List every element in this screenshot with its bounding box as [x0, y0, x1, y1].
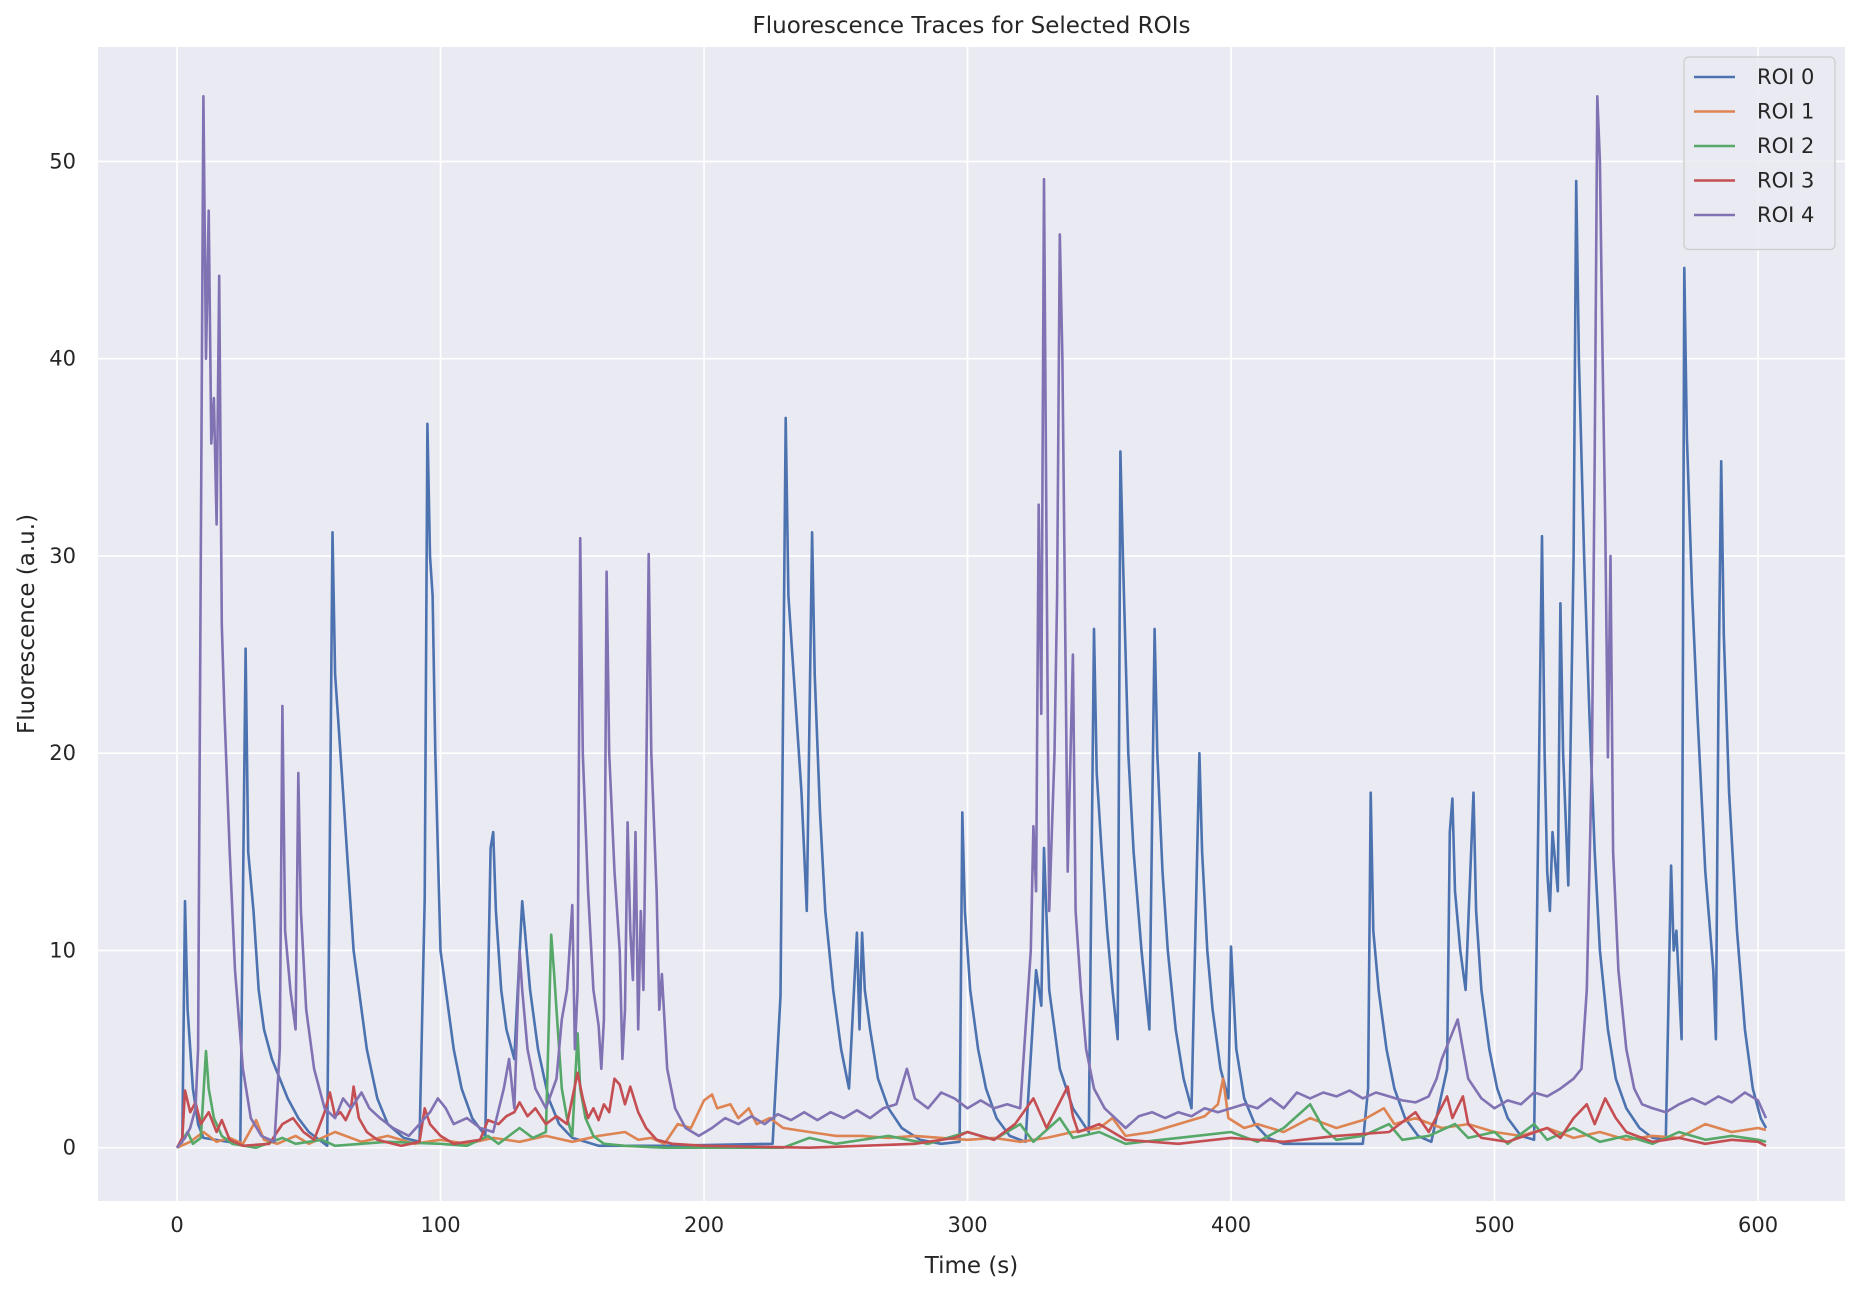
x-tick-label: 200 — [684, 1213, 724, 1237]
x-tick-label: 0 — [170, 1213, 183, 1237]
chart-title: Fluorescence Traces for Selected ROIs — [753, 13, 1191, 39]
x-tick-label: 300 — [948, 1213, 988, 1237]
y-tick-label: 40 — [49, 347, 76, 371]
series-line-roi-3 — [175, 1071, 1767, 1149]
x-tick-label: 500 — [1474, 1213, 1514, 1237]
legend-label: ROI 0 — [1757, 65, 1814, 89]
y-tick-labels: 0 10 20 30 40 50 — [49, 149, 76, 1159]
x-tick-label: 400 — [1211, 1213, 1251, 1237]
y-tick-label: 50 — [49, 149, 76, 173]
y-tick-label: 0 — [63, 1136, 76, 1160]
y-tick-label: 30 — [49, 544, 76, 568]
series-group — [175, 95, 1768, 1149]
legend-frame — [1683, 56, 1836, 251]
y-tick-label: 10 — [49, 938, 76, 962]
series-line-roi-2 — [175, 933, 1767, 1149]
series-line-roi-4 — [175, 95, 1768, 1149]
legend-label: ROI 4 — [1757, 203, 1814, 227]
grid — [98, 47, 1845, 1201]
x-axis-label: Time (s) — [924, 1253, 1019, 1279]
legend-label: ROI 2 — [1757, 134, 1814, 158]
legend-label: ROI 3 — [1757, 169, 1814, 193]
x-tick-labels: 0 100 200 300 400 500 600 — [170, 1213, 1778, 1237]
y-axis-label: Fluorescence (a.u.) — [14, 514, 40, 734]
legend: ROI 0 ROI 1 ROI 2 ROI 3 ROI 4 — [1683, 56, 1836, 251]
y-tick-label: 20 — [49, 741, 76, 765]
x-tick-label: 100 — [421, 1213, 461, 1237]
series-line-roi-0 — [176, 179, 1768, 1149]
legend-label: ROI 1 — [1757, 100, 1814, 124]
x-tick-label: 600 — [1738, 1213, 1778, 1237]
